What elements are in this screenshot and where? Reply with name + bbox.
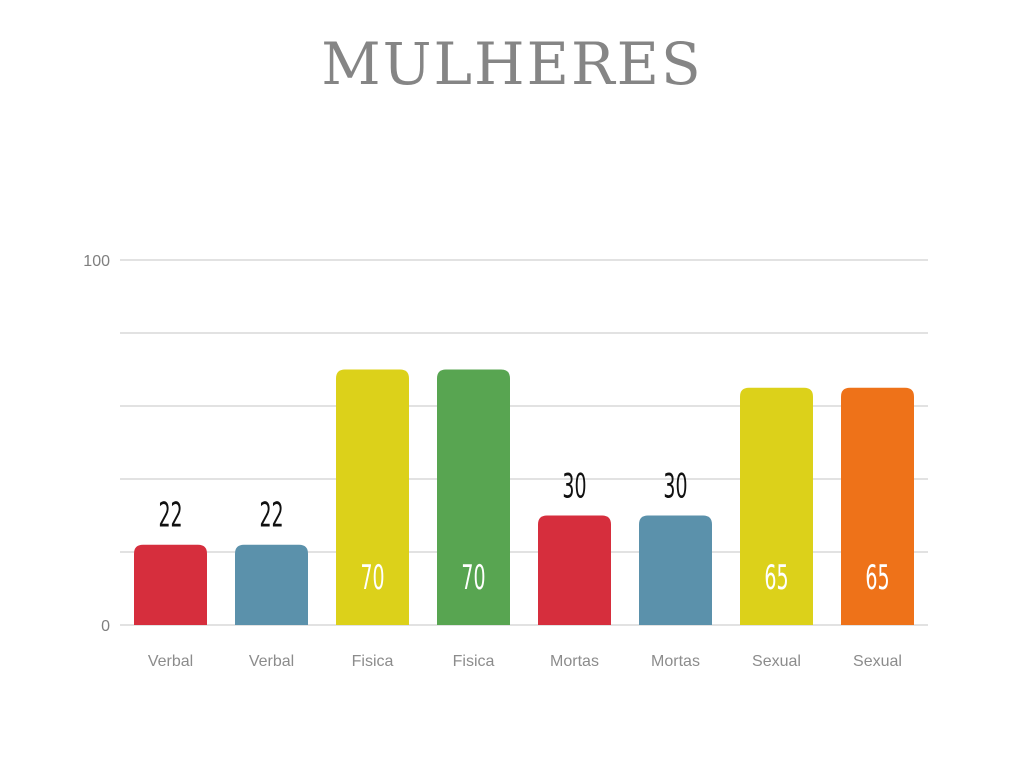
bars [134, 369, 914, 625]
bar [841, 387, 914, 625]
y-tick-label: 0 [101, 618, 110, 635]
bar [437, 369, 510, 625]
x-tick-label: Verbal [148, 653, 193, 670]
value-label: 22 [259, 495, 283, 535]
y-axis-ticks: 0 100 [83, 253, 110, 635]
x-tick-label: Verbal [249, 653, 294, 670]
bar [134, 544, 207, 625]
x-tick-label: Sexual [752, 653, 801, 670]
value-label: 65 [764, 558, 788, 598]
bar [538, 515, 611, 625]
bar [639, 515, 712, 625]
x-tick-label: Fisica [352, 653, 394, 670]
value-label: 70 [360, 558, 384, 598]
x-tick-label: Mortas [550, 653, 599, 670]
value-label: 30 [562, 466, 586, 506]
bar [235, 544, 308, 625]
bar [740, 387, 813, 625]
x-axis-ticks: Verbal Verbal Fisica Fisica Mortas Mortas Sexu… [148, 653, 902, 670]
x-tick-label: Sexual [853, 653, 902, 670]
value-label: 65 [865, 558, 889, 598]
chart-title: MULHERES [321, 30, 703, 98]
value-labels: 22 22 70 70 30 30 65 65 [158, 466, 889, 597]
y-tick-label: 100 [83, 253, 110, 270]
bar [336, 369, 409, 625]
value-label: 30 [663, 466, 687, 506]
value-label: 70 [461, 558, 485, 598]
x-tick-label: Fisica [453, 653, 495, 670]
value-label: 22 [158, 495, 182, 535]
x-tick-label: Mortas [651, 653, 700, 670]
